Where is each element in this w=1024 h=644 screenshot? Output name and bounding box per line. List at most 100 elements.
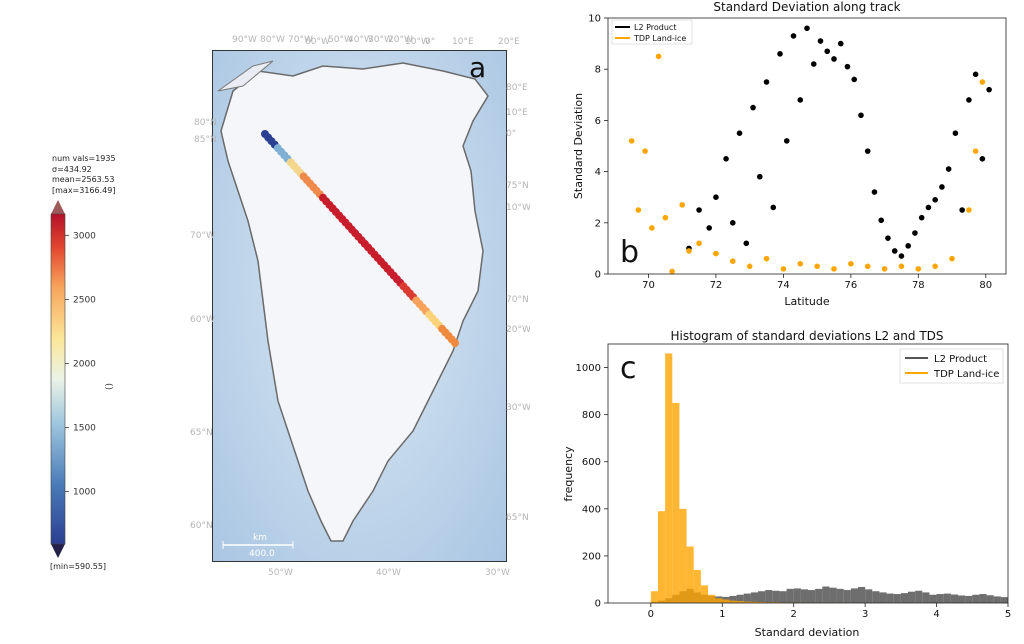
histogram-bar [765,590,773,603]
histogram-bar [829,587,837,603]
histogram-bar [758,602,766,603]
histogram-bar [650,591,658,603]
scatter-point [642,148,648,154]
scatter-point [915,266,922,272]
histogram-bar [665,353,673,603]
histogram-bar [958,595,966,603]
histogram-bar [750,601,758,603]
histogram-bar [979,594,987,603]
colorbar-gradient [50,213,66,545]
scatter-point [918,214,925,221]
x-tick-label: 78 [912,280,925,291]
x-tick-label: 76 [844,280,857,291]
scatter-point [837,40,844,47]
stats-max: [max=3166.49] [52,185,116,195]
x-tick-label: 5 [1005,609,1011,620]
chart-c-title: Histogram of standard deviations L2 and … [670,329,943,343]
scatter-point [905,243,911,249]
histogram-bar [758,591,766,603]
scatter-point [972,71,979,78]
scatter-point [844,63,851,70]
scatter-point [878,217,885,224]
grid-label: 65°N [190,428,213,438]
colorbar-tick-label: 2000 [73,359,96,369]
histogram-bar [772,590,780,603]
y-tick-label: 0 [595,599,601,610]
histogram-bar [986,595,994,603]
histogram-bar [972,594,980,603]
scatter-point [770,204,777,211]
chart-c-xlabel: Standard deviation [755,626,860,639]
histogram-bar [693,570,701,603]
histogram-bar [700,585,708,603]
grid-label: 30°W [506,403,530,413]
colorbar-min-arrow [51,544,65,558]
histogram-bar [686,546,694,603]
scatter-point [655,53,662,60]
x-tick-label: 70 [642,280,655,291]
scatter-point [746,263,753,270]
scatter-point [662,214,669,221]
histogram-bar [993,596,1001,603]
scatter-point [713,250,719,257]
colorbar-tick-label: 1000 [73,488,96,498]
grid-label: 40°W [376,568,401,578]
greenland-landmass [220,62,489,542]
scatter-point [949,255,955,262]
scatter-point [696,240,702,247]
stats-block: num vals=1935 σ=434.92 mean=2563.53 [max… [52,154,116,196]
x-tick-label: 0 [648,609,654,620]
scatter-point [871,189,878,195]
y-tick-label: 0 [595,270,601,281]
x-tick-label: 4 [933,609,939,620]
grid-label: 10°W [405,37,430,47]
scatter-point [945,166,952,172]
chart-c-ylabel: frequency [562,446,575,502]
scatter-point [729,258,736,265]
histogram-bar [908,591,916,603]
chart-b-frame [607,17,1007,275]
histogram-bar [786,588,794,603]
scatter-point [628,138,635,144]
histogram-bar [779,591,787,603]
legend-label-l2: L2 Product [934,354,987,365]
scatter-point [891,248,898,254]
scatter-point [972,148,979,154]
histogram-bar [815,588,823,603]
scatter-point [780,266,787,272]
scatter-point [925,204,932,211]
grid-label: 0° [506,129,516,139]
scatter-point [713,194,719,200]
histogram-bar [800,589,808,603]
panel-letter-a: a [469,51,486,84]
scatter-point [986,86,992,93]
chart-b-xlabel: Latitude [784,295,830,308]
x-tick-label: 74 [777,280,790,291]
scatter-point [979,79,986,85]
y-tick-label: 400 [582,504,601,515]
scatter-point [777,51,783,57]
scatter-point [756,173,763,180]
grid-label: 20°W [388,35,413,45]
histogram-bar [893,594,901,603]
grid-label: 85°N [194,135,217,145]
x-tick-label: 3 [862,609,868,620]
scale-unit: km [253,533,267,543]
scatter-point [686,248,692,254]
scatter-point [810,61,817,67]
legend-label-tdp: TDP Land-ice [633,34,686,43]
chart-c-histogram: Histogram of standard deviations L2 and … [562,329,1011,639]
chart-c-frame [607,343,1009,604]
histogram-bar [922,592,930,603]
y-tick-label: 1000 [576,363,601,374]
grid-label: 70°W [190,231,215,241]
histogram-bar [672,402,680,603]
scatter-point [817,38,824,44]
grid-label: 0° [425,37,435,47]
chart-c-legend: L2 Product TDP Land-ice [899,348,1004,384]
grid-label: 65°N [506,513,529,523]
grid-label: 20°E [498,37,520,47]
panel-letter-b: b [620,235,639,270]
x-tick-label: 2 [791,609,797,620]
histogram-bar [865,589,873,603]
